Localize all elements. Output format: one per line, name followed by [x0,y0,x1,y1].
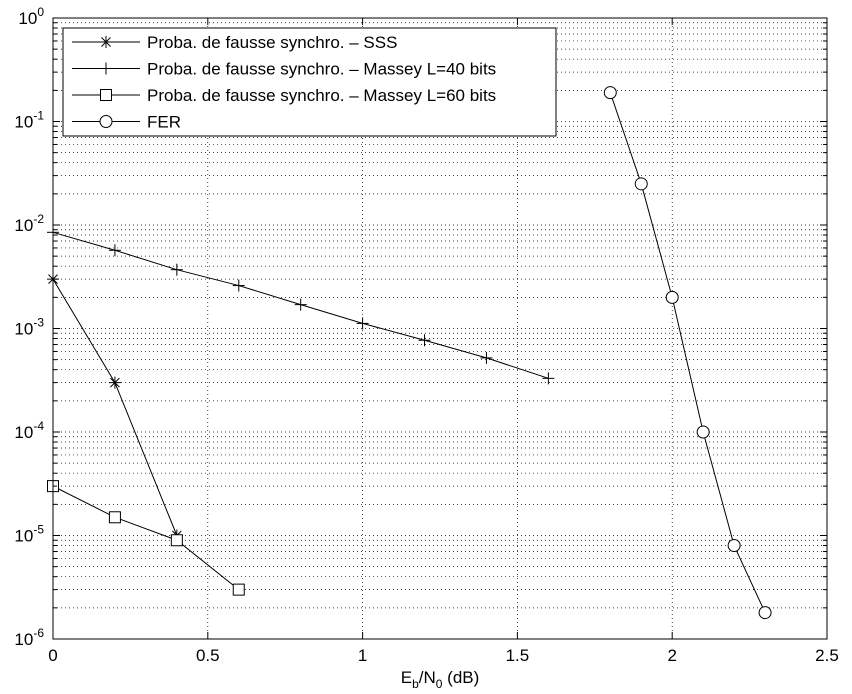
x-tick-label: 1 [358,646,367,665]
y-tick-label: 10-2 [14,212,44,235]
data-point-circle [634,177,648,191]
legend-label: Proba. de fausse synchro. – SSS [147,33,397,52]
data-point-plus [542,372,555,385]
y-tick-label: 100 [18,5,44,28]
y-tick-label: 10-1 [14,109,44,132]
data-point-plus [232,279,245,292]
data-point-plus [356,317,369,330]
x-tick-label: 0.5 [196,646,220,665]
series-circle [603,86,772,620]
star-d2 [110,377,120,388]
x-tick-label: 0 [48,646,57,665]
legend-box [62,27,557,137]
series-line-square [52,485,240,591]
data-point-square [232,583,245,596]
legend-label: FER [147,113,181,132]
legend-label: Proba. de fausse synchro. – Massey L=40 … [147,60,496,79]
y-tick-label: 10-3 [14,316,44,339]
series-layer [47,86,772,620]
data-point-plus [480,351,493,364]
x-tick-label: 1.5 [506,646,530,665]
axis-ticks [52,18,828,640]
x-axis-label-sub-0: 0 [436,677,443,691]
data-point-plus [170,263,183,276]
x-tick-label: 2.5 [815,646,839,665]
data-point-circle [758,606,772,620]
star-d2 [101,37,111,47]
series-line-circle [609,92,766,613]
legend-item: Proba. de fausse synchro. – Massey L=40 … [72,60,496,79]
legend: Proba. de fausse synchro. – SSS Proba. de… [62,27,557,137]
data-point-circle [727,539,741,553]
legend-marker-circle [99,115,113,128]
data-point-plus [294,298,307,311]
data-point-circle [665,290,679,304]
legend-marker-plus [100,62,112,75]
data-point-star [108,376,121,389]
tick-labels: 0 0.5 1 1.5 2 2.5 100 10-1 10-2 10-3 10-4 10-5 10-6 [14,5,838,665]
grid [53,18,827,639]
data-point-square [108,511,121,524]
legend-marker-star [100,36,112,48]
series-plus [47,226,555,385]
legend-item: FER [72,113,181,132]
data-point-circle [603,86,617,100]
legend-label: Proba. de fausse synchro. – Massey L=60 … [147,86,496,105]
x-axis-label: Eb/N0 (dB) [401,668,480,691]
data-point-plus [108,244,121,257]
data-point-square [170,534,183,547]
data-point-circle [696,425,710,439]
x-axis-label-sub-b: b [412,677,419,691]
legend-item: Proba. de fausse synchro. – Massey L=60 … [72,86,496,105]
x-tick-label: 2 [667,646,676,665]
legend-item: Proba. de fausse synchro. – SSS [72,33,397,52]
y-tick-label: 10-5 [14,523,44,546]
y-tick-label: 10-4 [14,419,44,442]
legend-marker-square [100,89,112,101]
y-tick-label: 10-6 [14,626,44,649]
data-point-plus [418,334,431,347]
